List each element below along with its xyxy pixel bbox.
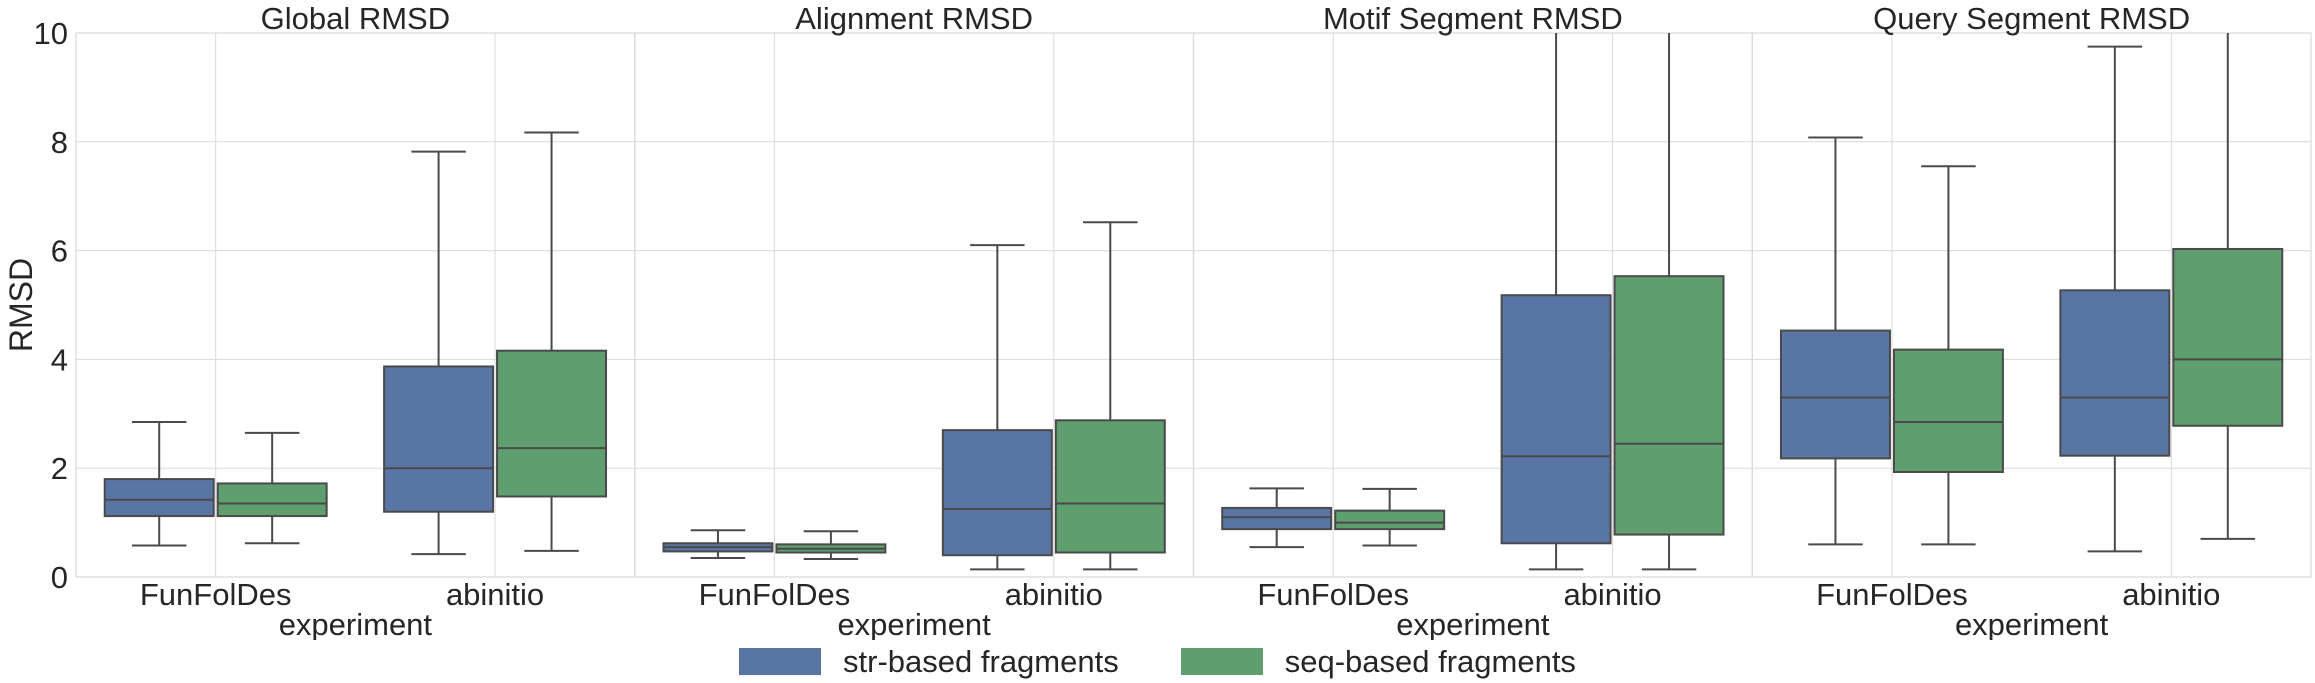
panel-title-0: Global RMSD: [261, 1, 451, 36]
panel-frame-3: [1751, 32, 2312, 578]
panel-title-2: Motif Segment RMSD: [1323, 1, 1623, 36]
y-tick-label-8: 8: [51, 125, 68, 160]
box-2-1-0: [1500, 294, 1612, 545]
box-3-1-1: [2172, 247, 2284, 427]
box-1-1-1: [1054, 419, 1166, 554]
x-tick-label-3-1: abinitio: [2122, 577, 2220, 612]
box-0-1-0: [383, 365, 495, 513]
x-axis-label-1: experiment: [837, 607, 991, 640]
panel-title-3: Query Segment RMSD: [1873, 1, 2190, 36]
y-axis-label: RMSD: [3, 258, 39, 352]
box-plot-chart: 0 2 4 6 8 10 RMSD Global RMSD FunFolDes abinitio e…: [3, 1, 2312, 640]
x-tick-label-2-1: abinitio: [1563, 577, 1661, 612]
legend-swatch-seq: [1180, 648, 1263, 675]
y-tick-label-0: 0: [51, 560, 68, 595]
y-tick-label-2: 2: [51, 451, 68, 486]
y-tick-label-10: 10: [34, 16, 68, 51]
box-2-0-1: [1334, 509, 1446, 531]
legend-item-seq: seq-based fragments: [1180, 643, 1576, 680]
y-tick-label-6: 6: [51, 234, 68, 269]
legend-label-str: str-based fragments: [843, 643, 1119, 679]
x-axis-label-3: experiment: [1955, 607, 2109, 640]
box-2-1-1: [1613, 275, 1725, 536]
box-0-0-0: [103, 478, 215, 518]
x-tick-label-1-1: abinitio: [1005, 577, 1103, 612]
box-3-0-1: [1892, 348, 2004, 474]
x-tick-label-0-0: FunFolDes: [140, 577, 292, 612]
box-3-0-0: [1779, 329, 1891, 460]
x-axis-label-0: experiment: [279, 607, 433, 640]
y-tick-label-4: 4: [51, 342, 68, 377]
x-tick-label-3-0: FunFolDes: [1816, 577, 1968, 612]
box-3-1-0: [2059, 289, 2171, 457]
legend-item-str: str-based fragments: [739, 644, 1119, 680]
box-1-1-0: [941, 429, 1053, 557]
box-0-1-1: [496, 349, 608, 498]
legend: str-based fragments seq-based fragments: [0, 640, 2315, 683]
legend-swatch-str: [739, 648, 822, 675]
box-0-0-1: [216, 482, 328, 518]
legend-label-seq: seq-based fragments: [1284, 643, 1576, 679]
x-axis-label-2: experiment: [1396, 607, 1550, 640]
x-tick-label-0-1: abinitio: [446, 577, 544, 612]
box-2-0-0: [1221, 506, 1333, 531]
x-tick-label-1-0: FunFolDes: [699, 577, 851, 612]
panel-title-1: Alignment RMSD: [795, 1, 1033, 36]
x-tick-label-2-0: FunFolDes: [1257, 577, 1409, 612]
